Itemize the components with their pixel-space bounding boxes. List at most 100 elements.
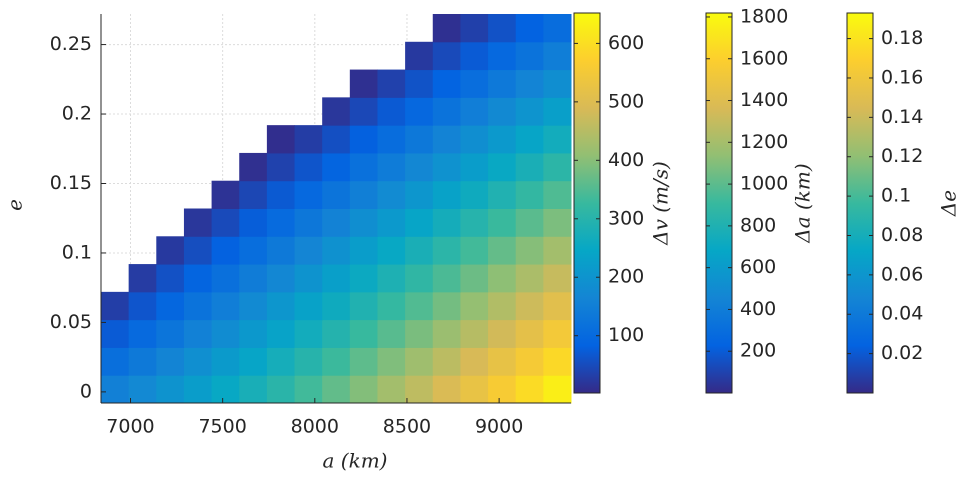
- heatmap-cell: [460, 152, 489, 182]
- heatmap-cell: [156, 264, 185, 293]
- colorbar: [846, 12, 874, 394]
- heatmap-cell: [488, 69, 517, 98]
- colorbar-tick-label: 600: [608, 32, 644, 54]
- heatmap-cell: [432, 236, 461, 265]
- heatmap-cell: [128, 347, 157, 376]
- heatmap-cell: [266, 236, 296, 265]
- heatmap-cell: [488, 347, 517, 376]
- heatmap-cell: [432, 152, 461, 182]
- x-tick-label: 8000: [291, 416, 339, 438]
- heatmap-cell: [239, 152, 268, 182]
- heatmap-cell: [294, 375, 323, 404]
- heatmap-cell: [405, 264, 434, 293]
- heatmap-cell: [488, 375, 517, 404]
- y-axis-label: e: [3, 199, 27, 211]
- heatmap-cell: [543, 125, 572, 154]
- heatmap-cell: [322, 375, 351, 404]
- heatmap-cell: [322, 291, 351, 321]
- heatmap-cell: [183, 291, 213, 321]
- heatmap-cell: [266, 152, 296, 182]
- heatmap-cell: [377, 152, 406, 182]
- heatmap-cell: [488, 180, 517, 209]
- colorbar-tick-label: 0.02: [881, 342, 923, 364]
- heatmap-cell: [405, 208, 434, 237]
- heatmap-cell: [294, 180, 323, 209]
- heatmap-cell: [322, 180, 351, 209]
- heatmap-cell: [183, 208, 213, 237]
- heatmap-cell: [294, 236, 323, 265]
- heatmap-cell: [460, 208, 489, 237]
- heatmap-cell: [543, 319, 572, 348]
- heatmap-cell: [543, 236, 572, 265]
- heatmap-cell: [128, 319, 157, 348]
- heatmap-cell: [432, 264, 461, 293]
- heatmap-cell: [294, 347, 323, 376]
- heatmap-cell: [294, 152, 323, 182]
- heatmap-cell: [211, 236, 240, 265]
- heatmap-cell: [515, 347, 544, 376]
- heatmap-cell: [239, 264, 268, 293]
- heatmap-cell: [377, 347, 406, 376]
- heatmap-cell: [543, 180, 572, 209]
- heatmap-cell: [460, 14, 489, 43]
- colorbar-tick-label: 400: [608, 149, 644, 171]
- y-tick-label: 0.25: [50, 33, 92, 55]
- heatmap-cell: [488, 264, 517, 293]
- heatmap-cell: [156, 375, 185, 404]
- heatmap-cell: [156, 236, 185, 265]
- heatmap-cell: [183, 375, 213, 404]
- heatmap-cell: [488, 319, 517, 348]
- heatmap-cell: [515, 180, 544, 209]
- heatmap-cell: [515, 291, 544, 321]
- heatmap-cell: [349, 375, 378, 404]
- heatmap-cell: [515, 14, 544, 43]
- heatmap-cell: [211, 264, 240, 293]
- y-tick-label: 0: [80, 380, 92, 402]
- heatmap-cell: [460, 291, 489, 321]
- y-tick-label: 0.15: [50, 172, 92, 194]
- colorbar-tick-label: 0.04: [881, 303, 923, 325]
- heatmap-cell: [515, 69, 544, 98]
- heatmap-cell: [377, 236, 406, 265]
- heatmap-cell: [543, 152, 572, 182]
- heatmap-cell: [460, 125, 489, 154]
- heatmap-cell: [239, 291, 268, 321]
- heatmap-cell: [432, 291, 461, 321]
- heatmap-cell: [543, 375, 572, 404]
- heatmap-cell: [294, 264, 323, 293]
- heatmap-cell: [211, 319, 240, 348]
- heatmap-cell: [515, 375, 544, 404]
- heatmap-cell: [239, 319, 268, 348]
- colorbar-tick-label: 1600: [740, 47, 788, 69]
- y-tick-label: 0.1: [62, 241, 92, 263]
- heatmap-cell: [211, 180, 240, 209]
- heatmap-cell: [515, 41, 544, 71]
- heatmap-cell: [432, 97, 461, 126]
- heatmap-cell: [488, 291, 517, 321]
- heatmap-cell: [515, 319, 544, 348]
- colorbar-tick-label: 0.16: [881, 66, 923, 88]
- heatmap-cell: [543, 208, 572, 237]
- heatmap-cell: [183, 319, 213, 348]
- heatmap-cell: [543, 97, 572, 126]
- x-tick-label: 7500: [198, 416, 246, 438]
- heatmap-cell: [211, 208, 240, 237]
- heatmap-cell: [488, 208, 517, 237]
- heatmap-cell: [101, 375, 130, 404]
- heatmap-cell: [266, 208, 296, 237]
- heatmap-cell: [349, 208, 378, 237]
- heatmap-cell: [239, 180, 268, 209]
- colorbar-tick-label: 1200: [740, 131, 788, 153]
- colorbar-tick-label: 600: [740, 256, 776, 278]
- heatmap-cell: [294, 291, 323, 321]
- colorbar-tick-label: 300: [608, 207, 644, 229]
- heatmap-cell: [432, 180, 461, 209]
- heatmap-cell: [266, 125, 296, 154]
- heatmap-cell: [377, 291, 406, 321]
- heatmap-cell: [543, 347, 572, 376]
- heatmap-cell: [460, 375, 489, 404]
- colorbar-label: Δe: [937, 190, 961, 217]
- heatmap-cell: [211, 375, 240, 404]
- heatmap-cell: [432, 69, 461, 98]
- heatmap-cell: [349, 264, 378, 293]
